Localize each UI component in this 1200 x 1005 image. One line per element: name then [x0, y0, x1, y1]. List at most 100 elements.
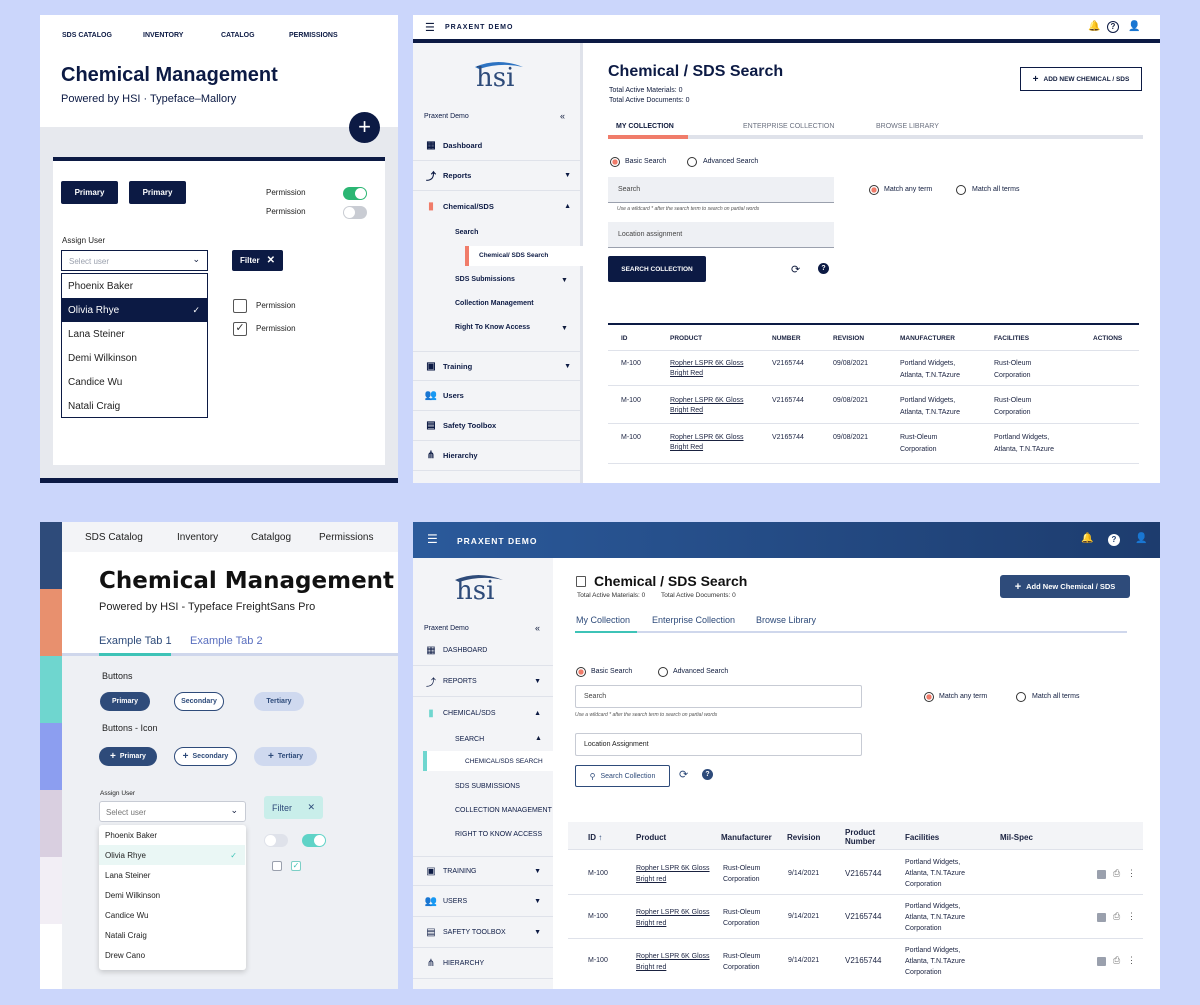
sidebar-item-users[interactable]: 👥 Users — [413, 381, 583, 411]
permission-toggle-on[interactable] — [343, 187, 367, 200]
sidebar-item-reports[interactable]: ⤴ REPORTS ▼ — [413, 667, 553, 697]
toggle-on[interactable] — [302, 834, 326, 847]
list-item[interactable]: Drew Cano — [105, 950, 146, 960]
cell-product-link[interactable]: Bright Red — [670, 370, 704, 377]
secondary-pill-button[interactable]: Secondary — [174, 692, 224, 711]
printer-icon[interactable]: ⎙ — [1113, 911, 1121, 921]
more-icon[interactable]: ⋮ — [1127, 911, 1136, 921]
tab-my-collection[interactable]: My Collection — [576, 615, 631, 625]
col-id[interactable]: ID — [621, 335, 628, 342]
tab-browse-library[interactable]: BROWSE LIBRARY — [876, 123, 939, 130]
list-item[interactable]: Demi Wilkinson — [68, 352, 137, 364]
user-icon[interactable]: 👤 — [1128, 21, 1141, 32]
secondary-icon-button[interactable]: + Secondary — [174, 747, 237, 766]
cell-product-link[interactable]: Bright red — [636, 920, 667, 927]
list-item[interactable]: Natali Craig — [105, 930, 147, 940]
sub-item-search[interactable]: Search — [455, 229, 479, 236]
search-input[interactable]: Search — [575, 685, 862, 708]
checkbox-checked[interactable]: ✓ — [291, 861, 301, 871]
cell-product-link[interactable]: Ropher LSPR 6K Gloss — [670, 434, 744, 441]
sub-item-sds-submissions[interactable]: SDS Submissions — [455, 276, 515, 283]
col-manufacturer[interactable]: MANUFACTURER — [900, 335, 955, 342]
cell-product-link[interactable]: Bright red — [636, 876, 667, 883]
col-revision[interactable]: Revision — [787, 833, 821, 842]
tertiary-pill-button[interactable]: Tertiary — [254, 692, 304, 711]
col-product-number[interactable]: Product Number — [845, 828, 876, 846]
list-item[interactable]: Phoenix Baker — [68, 280, 134, 292]
nav-sds-catalog[interactable]: SDS CATALOG — [62, 32, 112, 39]
list-item-selected[interactable]: Olivia Rhye ✓ — [62, 298, 208, 322]
list-item[interactable]: Lana Steiner — [68, 328, 125, 340]
cell-product-link[interactable]: Bright red — [636, 964, 667, 971]
basic-search-radio[interactable] — [576, 667, 586, 677]
help-icon[interactable]: ? — [702, 769, 713, 780]
select-user-dropdown[interactable]: Select user ⌄ — [61, 250, 208, 271]
match-all-radio[interactable] — [1016, 692, 1026, 702]
sub-item-search[interactable]: SEARCH — [455, 736, 485, 743]
tab-browse-library[interactable]: Browse Library — [756, 615, 817, 625]
sidebar-item-chemical[interactable]: ▮ CHEMICAL/SDS ▲ — [413, 698, 553, 728]
sidebar-item-training[interactable]: ▣ Training ▼ — [413, 351, 583, 381]
sidebar-item-users[interactable]: 👥 USERS ▼ — [413, 887, 553, 917]
sub-item-chemical-sds-search[interactable]: CHEMICAL/SDS SEARCH — [465, 758, 543, 765]
location-input[interactable]: Location Assignment — [575, 733, 862, 756]
sub-item-sds-submissions[interactable]: SDS SUBMISSIONS — [455, 783, 520, 790]
location-input[interactable]: Location assignment — [608, 222, 834, 248]
list-item[interactable]: Natali Craig — [68, 400, 121, 412]
sub-item-collection-management[interactable]: Collection Management — [455, 300, 534, 307]
nav-inventory[interactable]: INVENTORY — [143, 32, 184, 39]
list-item[interactable]: Candice Wu — [105, 910, 149, 920]
search-input[interactable]: Search — [608, 177, 834, 203]
more-icon[interactable]: ⋮ — [1127, 955, 1136, 965]
nav-sds-catalog[interactable]: SDS Catalog — [85, 532, 143, 543]
nav-catalog[interactable]: CATALOG — [221, 32, 255, 39]
sidebar-item-dashboard[interactable]: ▦ Dashboard — [413, 131, 583, 161]
sidebar-item-chemical[interactable]: ▮ Chemical/SDS ▲ — [413, 191, 583, 221]
list-item[interactable]: Lana Steiner — [105, 870, 151, 880]
match-any-radio[interactable] — [924, 692, 934, 702]
sidebar-item-hierarchy[interactable]: ⋔ HIERARCHY — [413, 949, 553, 979]
menu-icon[interactable]: ☰ — [427, 532, 438, 546]
sidebar-item-hierarchy[interactable]: ⋔ Hierarchy — [413, 441, 583, 471]
advanced-search-radio[interactable] — [658, 667, 668, 677]
sub-item-active-bg[interactable] — [469, 246, 583, 266]
basic-search-radio[interactable] — [610, 157, 620, 167]
cell-product-link[interactable]: Bright Red — [670, 444, 704, 451]
tab-my-collection[interactable]: MY COLLECTION — [616, 123, 674, 130]
bell-icon[interactable]: 🔔 — [1081, 533, 1094, 544]
sub-item-collection-management[interactable]: COLLECTION MANAGEMENT — [455, 807, 552, 814]
toggle-off[interactable] — [264, 834, 288, 847]
checkbox[interactable] — [272, 861, 282, 871]
sub-item-right-to-know[interactable]: Right To Know Access — [455, 324, 531, 331]
bell-icon[interactable]: 🔔 — [1088, 21, 1101, 32]
sidebar-item-safety-toolbox[interactable]: ▤ Safety Toolbox — [413, 411, 583, 441]
refresh-icon[interactable]: ⟳ — [679, 769, 689, 781]
permission-checkbox[interactable] — [233, 299, 247, 313]
filter-chip[interactable]: Filter ✕ — [264, 796, 323, 819]
add-fab-button[interactable]: + — [349, 112, 380, 143]
sidebar-item-training[interactable]: ▣ TRAINING ▼ — [413, 856, 553, 886]
help-icon[interactable]: ? — [1108, 534, 1120, 546]
select-user-dropdown[interactable]: Select user ⌄ — [99, 801, 246, 822]
tertiary-icon-button[interactable]: + Tertiary — [254, 747, 317, 766]
nav-permissions[interactable]: Permissions — [319, 532, 374, 543]
sidebar-item-dashboard[interactable]: ▦ DASHBOARD — [413, 636, 553, 666]
tab-example-2[interactable]: Example Tab 2 — [190, 635, 263, 647]
col-product[interactable]: PRODUCT — [670, 335, 703, 342]
list-item-selected[interactable]: Olivia Rhye ✓ — [99, 845, 245, 865]
permission-toggle-off[interactable] — [343, 206, 367, 219]
help-icon[interactable]: ? — [818, 263, 829, 274]
search-collection-button[interactable]: SEARCH COLLECTION — [608, 256, 706, 282]
list-item[interactable]: Candice Wu — [68, 376, 123, 388]
col-manufacturer[interactable]: Manufacturer — [721, 833, 772, 842]
list-item[interactable]: Demi Wilkinson — [105, 890, 161, 900]
col-number[interactable]: NUMBER — [772, 335, 801, 342]
add-chemical-button[interactable]: + ADD NEW CHEMICAL / SDS — [1020, 67, 1142, 91]
sort-arrow-up-icon[interactable]: ↑ — [598, 833, 603, 842]
cell-product-link[interactable]: Ropher LSPR 6K Gloss — [670, 397, 744, 404]
sidebar-item-reports[interactable]: ⤴ Reports ▼ — [413, 161, 583, 191]
sub-item-right-to-know[interactable]: RIGHT TO KNOW ACCESS — [455, 831, 543, 838]
add-chemical-button[interactable]: + Add New Chemical / SDS — [1000, 575, 1130, 598]
primary-button[interactable]: Primary — [61, 181, 118, 204]
match-all-radio[interactable] — [956, 185, 966, 195]
